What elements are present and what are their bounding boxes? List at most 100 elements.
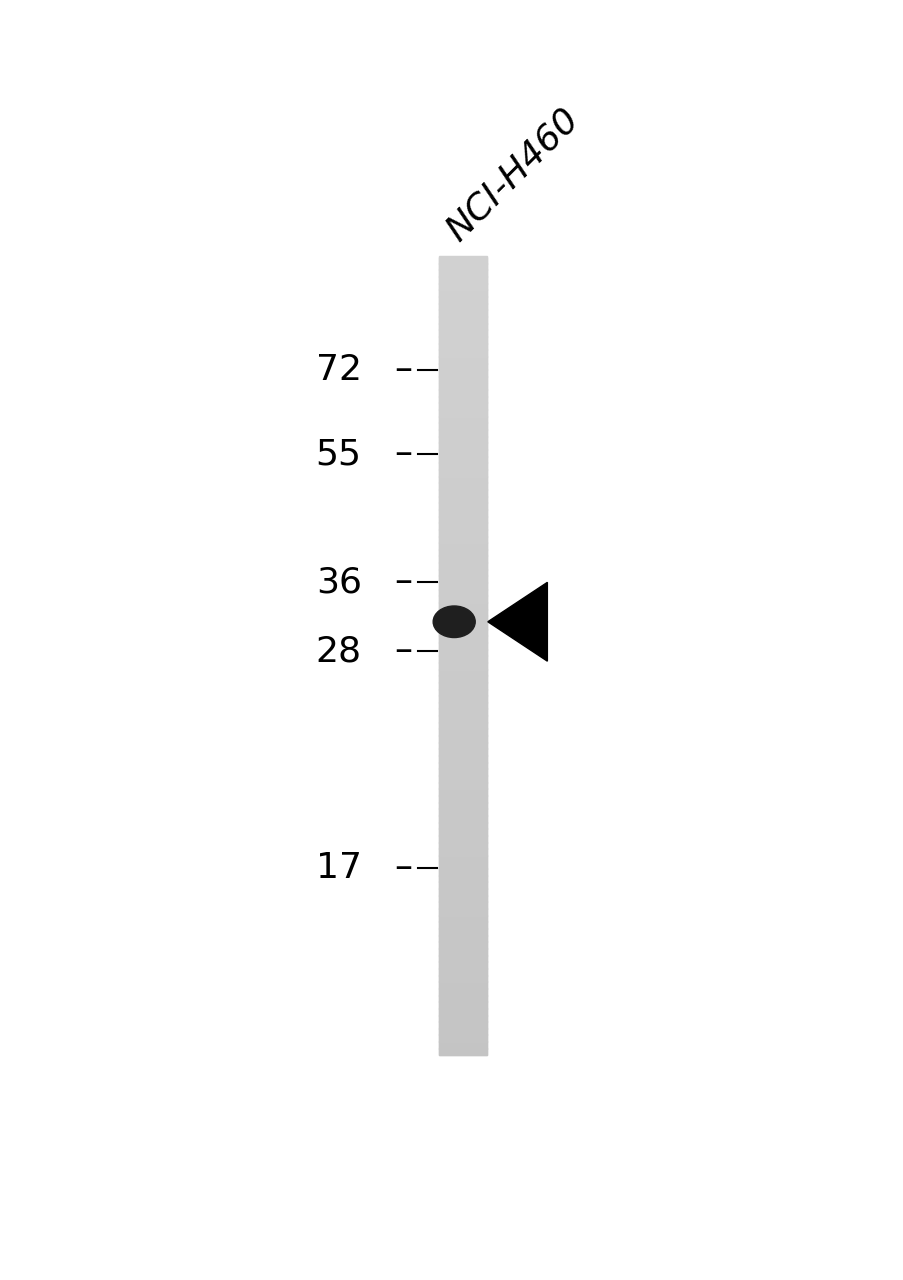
Bar [439,1015,487,1023]
Bar [439,483,487,490]
Bar [439,549,487,557]
Bar [439,609,487,617]
Bar [439,468,487,476]
Bar [439,643,487,650]
Bar [439,376,487,384]
Bar [439,522,487,530]
Bar [439,622,487,630]
Bar [439,276,487,284]
Bar [439,402,487,410]
Bar [439,941,487,948]
Bar [439,1034,487,1042]
Text: –: – [395,635,413,668]
Bar [439,849,487,856]
Text: –: – [395,851,413,886]
Bar [439,616,487,623]
Bar [439,934,487,942]
Bar [439,443,487,451]
Bar [439,1048,487,1056]
Text: NCI-H460: NCI-H460 [439,101,584,247]
Bar [439,556,487,563]
Bar [439,795,487,803]
Bar [439,262,487,270]
Bar [439,543,487,550]
Bar [439,1028,487,1036]
Bar [439,628,487,636]
Bar [439,755,487,763]
Bar [439,1021,487,1029]
Bar [439,676,487,682]
Bar [439,509,487,517]
Bar [439,768,487,776]
Bar [439,695,487,703]
Bar [439,961,487,969]
Bar [439,256,487,264]
Polygon shape [488,582,547,662]
Bar [439,449,487,457]
Bar [439,456,487,463]
Bar [439,369,487,376]
Bar [439,635,487,643]
Bar [439,968,487,975]
Bar [439,396,487,403]
Bar [439,389,487,397]
Bar [439,602,487,609]
Bar [439,741,487,749]
Bar [439,841,487,849]
Bar [439,915,487,923]
Bar [439,861,487,869]
Bar [439,928,487,936]
Bar [439,416,487,424]
Text: 72: 72 [315,353,361,388]
Bar [439,568,487,576]
Bar [439,289,487,297]
Bar [439,562,487,570]
Ellipse shape [433,605,475,637]
Bar [439,410,487,417]
Bar [439,649,487,657]
Bar [439,516,487,524]
Bar [439,895,487,902]
Bar [439,383,487,390]
Bar [439,257,487,1056]
Bar [439,722,487,730]
Bar [439,462,487,470]
Text: –: – [395,353,413,388]
Bar [439,296,487,303]
Bar [439,762,487,769]
Text: –: – [395,438,413,471]
Bar [439,343,487,351]
Bar [439,655,487,663]
Bar [439,1041,487,1048]
Bar [439,329,487,337]
Bar [439,709,487,716]
Bar [439,922,487,929]
Bar [439,362,487,370]
Bar [439,728,487,736]
Bar [439,589,487,596]
Bar [439,662,487,669]
Bar [439,835,487,842]
Bar [439,349,487,357]
Bar [439,882,487,890]
Bar [439,489,487,497]
Text: 17: 17 [315,851,361,886]
Bar [439,582,487,590]
Bar [439,988,487,996]
Bar [439,535,487,543]
Text: 55: 55 [315,438,361,471]
Bar [439,995,487,1002]
Bar [439,529,487,536]
Bar [439,808,487,815]
Bar [439,435,487,443]
Bar [439,774,487,782]
Bar [439,716,487,723]
Bar [439,689,487,696]
Bar [439,310,487,317]
Bar [439,948,487,956]
Text: 28: 28 [315,635,361,668]
Bar [439,316,487,324]
Bar [439,735,487,742]
Bar [439,901,487,909]
Bar [439,422,487,430]
